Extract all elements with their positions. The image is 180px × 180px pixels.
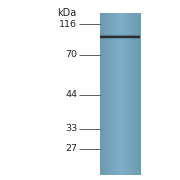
Bar [131,13,132,175]
Bar [136,13,137,175]
Bar [133,13,134,175]
Bar [110,13,111,175]
Bar [103,13,104,175]
Bar [100,36,140,37]
Bar [132,13,133,175]
Bar [112,13,113,175]
Bar [100,13,101,175]
Bar [118,13,119,175]
Bar [100,38,140,39]
Bar [112,13,113,175]
Bar [100,33,140,34]
Bar [107,13,108,175]
Bar [101,13,102,175]
Bar [135,13,136,175]
Bar [107,13,108,175]
Bar [100,13,101,175]
Bar [100,34,140,35]
Bar [109,13,110,175]
Bar [137,13,138,175]
Bar [102,13,103,175]
Text: 70: 70 [65,50,77,59]
Bar [134,13,135,175]
Bar [121,13,122,175]
Bar [100,39,140,40]
Bar [108,13,109,175]
Bar [116,13,117,175]
Bar [122,13,123,175]
Text: kDa: kDa [57,8,76,18]
Bar [138,13,139,175]
Bar [113,13,114,175]
Bar [102,13,103,175]
Bar [120,13,121,175]
Bar [139,13,140,175]
Bar [129,13,130,175]
Bar [126,13,127,175]
Bar [135,13,136,175]
Bar [128,13,129,175]
Bar [127,13,128,175]
Bar [138,13,139,175]
Bar [104,13,105,175]
Bar [100,33,140,34]
Bar [128,13,129,175]
Bar [139,13,140,175]
Bar [100,40,140,41]
Bar [104,13,105,175]
Bar [123,13,124,175]
Bar [103,13,104,175]
Bar [124,13,125,175]
Bar [105,13,106,175]
Bar [100,35,140,36]
Bar [105,13,106,175]
Bar [136,13,137,175]
Bar [125,13,126,175]
Bar [114,13,115,175]
Bar [100,36,140,37]
Bar [101,13,102,175]
Bar [117,13,118,175]
Bar [100,37,140,38]
Bar [111,13,112,175]
Bar [100,40,140,41]
Bar [137,13,138,175]
Bar [100,39,140,40]
Bar [100,38,140,39]
Bar [133,13,134,175]
Text: 27: 27 [65,144,77,153]
Text: 44: 44 [65,90,77,99]
Bar [106,13,107,175]
Bar [115,13,116,175]
Bar [100,35,140,36]
Bar [119,13,120,175]
Bar [140,13,141,175]
Bar [109,13,110,175]
Text: 33: 33 [65,124,77,133]
Bar [130,13,131,175]
Text: 116: 116 [59,20,77,29]
Bar [100,37,140,38]
